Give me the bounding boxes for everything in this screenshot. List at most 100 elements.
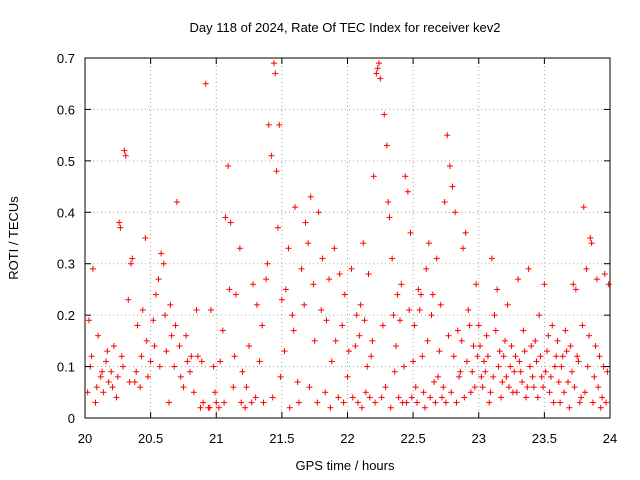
data-point <box>582 389 589 396</box>
data-point <box>536 312 543 319</box>
chart-title: Day 118 of 2024, Rate Of TEC Index for r… <box>190 20 501 35</box>
data-point <box>572 286 579 293</box>
data-point <box>427 394 434 401</box>
data-point <box>444 132 451 139</box>
y-axis-label: ROTI / TECUs <box>6 196 21 280</box>
data-point <box>515 276 522 283</box>
data-point <box>156 363 163 370</box>
data-point <box>238 399 245 406</box>
data-point <box>127 260 134 267</box>
data-point <box>335 394 342 401</box>
data-point <box>129 255 136 262</box>
data-point <box>554 337 561 344</box>
data-point <box>491 312 498 319</box>
data-point <box>326 276 333 283</box>
data-point <box>570 281 577 288</box>
data-point <box>292 204 298 211</box>
data-point <box>360 240 367 247</box>
data-point <box>449 183 456 190</box>
data-point <box>289 312 296 319</box>
data-point <box>260 399 267 406</box>
data-point <box>93 384 100 391</box>
data-point <box>155 276 162 283</box>
data-point <box>133 368 140 375</box>
data-point <box>311 337 318 344</box>
data-point <box>336 271 343 277</box>
data-point <box>479 384 486 391</box>
data-point <box>411 322 418 329</box>
data-point <box>521 348 528 355</box>
data-point <box>461 394 468 401</box>
x-tick-label: 23 <box>472 431 486 446</box>
data-point <box>264 260 271 267</box>
data-point <box>226 286 233 293</box>
data-point <box>97 373 104 380</box>
data-point <box>538 373 545 380</box>
data-point <box>242 404 249 411</box>
data-point <box>402 173 409 180</box>
data-point <box>298 265 305 272</box>
data-point <box>421 404 428 411</box>
data-point <box>171 363 178 370</box>
data-point <box>256 358 263 365</box>
y-tick-label: 0.1 <box>57 360 75 375</box>
data-point <box>248 399 255 406</box>
data-point <box>511 368 518 375</box>
data-point <box>219 327 226 334</box>
data-point <box>407 229 414 236</box>
data-point <box>532 337 539 344</box>
data-point <box>516 358 523 365</box>
data-point <box>567 343 574 349</box>
data-point <box>457 368 464 375</box>
data-point <box>200 399 207 406</box>
data-point <box>202 80 209 87</box>
data-point <box>99 368 106 375</box>
data-point <box>445 332 452 339</box>
data-point <box>576 399 583 406</box>
data-point <box>486 399 493 406</box>
data-point <box>519 379 526 385</box>
data-point <box>462 229 469 236</box>
data-point <box>117 224 124 231</box>
data-point <box>126 379 133 385</box>
data-point <box>193 307 200 313</box>
data-point <box>183 332 190 339</box>
data-point <box>349 394 356 401</box>
data-point <box>561 389 568 396</box>
data-point <box>424 337 431 344</box>
data-point <box>172 322 179 329</box>
data-point <box>389 255 396 262</box>
x-tick-label: 20.5 <box>138 431 163 446</box>
data-point <box>184 358 191 365</box>
data-point <box>431 379 438 385</box>
data-point <box>118 353 125 360</box>
grid-lines <box>85 58 610 418</box>
data-point <box>382 384 389 391</box>
data-point <box>597 404 604 411</box>
data-point <box>475 322 482 329</box>
data-point <box>177 373 184 380</box>
data-point <box>138 353 145 360</box>
data-point <box>285 245 292 252</box>
x-tick-label: 21 <box>209 431 223 446</box>
data-point <box>268 152 275 159</box>
data-point <box>446 163 453 169</box>
data-point <box>605 281 612 288</box>
data-point <box>505 384 512 391</box>
data-point <box>314 399 321 406</box>
data-point <box>542 368 549 375</box>
data-point <box>530 384 537 391</box>
data-point <box>373 70 380 77</box>
data-point <box>302 219 309 226</box>
data-point <box>471 384 478 391</box>
data-point <box>387 404 394 411</box>
data-point <box>385 199 392 205</box>
data-point <box>398 281 405 288</box>
data-point <box>599 394 606 401</box>
data-point <box>454 327 461 334</box>
data-point <box>356 332 363 339</box>
data-point <box>365 271 372 277</box>
data-point <box>439 394 445 401</box>
data-point <box>484 353 491 360</box>
